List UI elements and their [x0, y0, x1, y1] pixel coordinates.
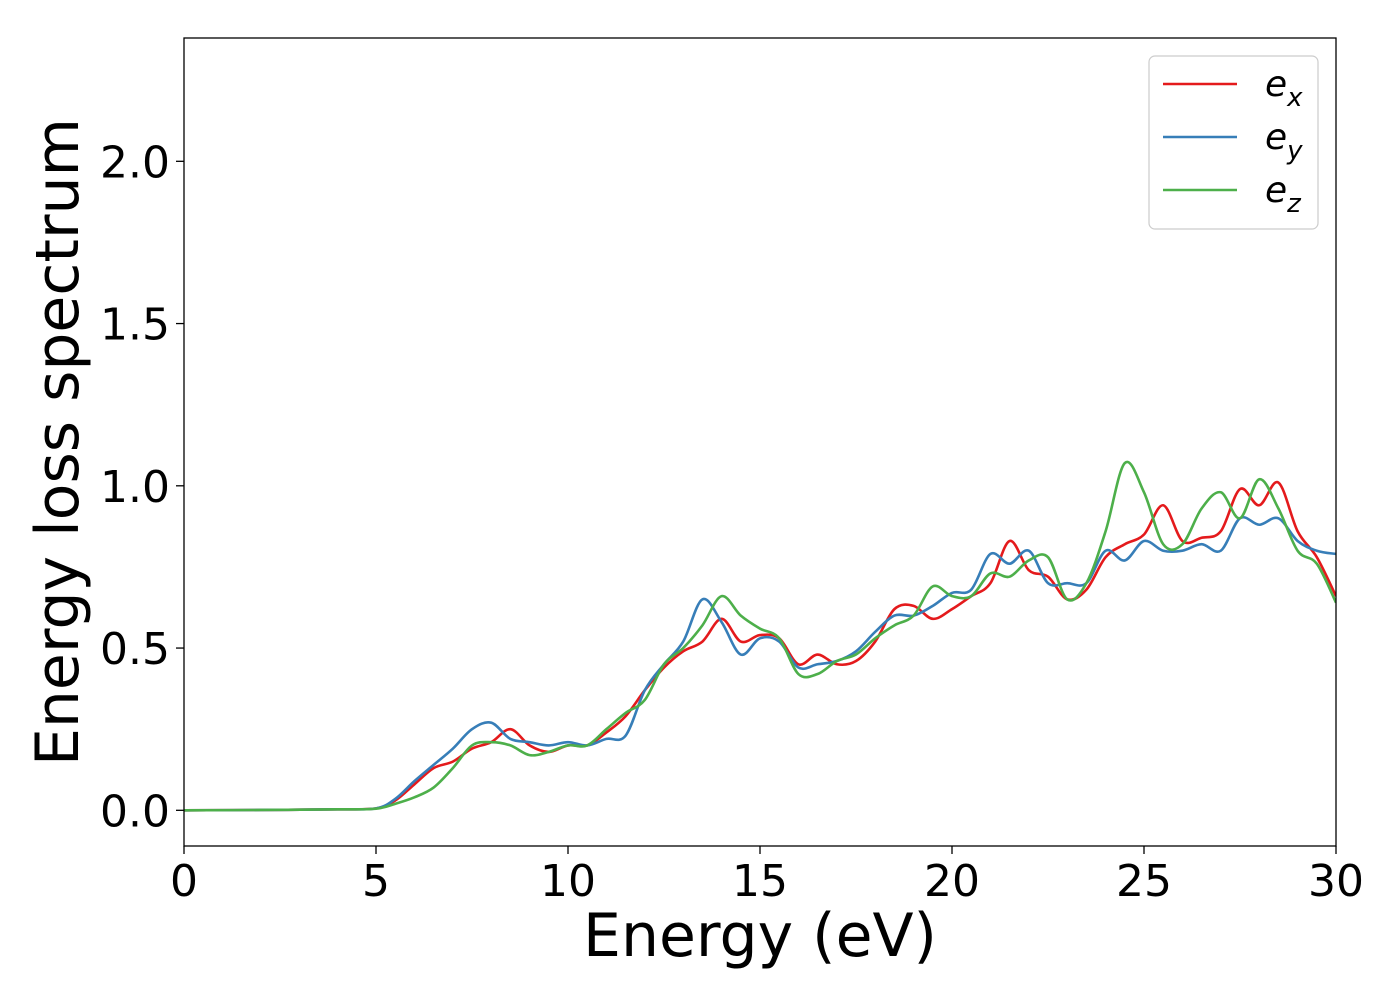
legend-label-ez: ez	[1265, 170, 1302, 219]
y-tick-label: 1.0	[100, 462, 170, 513]
x-tick-label: 20	[924, 856, 980, 907]
x-axis-title: Energy (eV)	[583, 901, 937, 971]
series-line-ex	[184, 480, 1336, 812]
legend-label-subscript: z	[1286, 189, 1302, 219]
series-line-ez	[184, 460, 1336, 812]
y-tick-label: 0.5	[100, 624, 170, 675]
x-tick-label: 5	[362, 856, 390, 907]
y-axis-ticks: 0.0 0.5 1.0 1.5 2.0	[100, 137, 184, 837]
legend-label-subscript: x	[1286, 83, 1303, 113]
y-tick-label: 1.5	[100, 300, 170, 351]
x-axis-ticks: 0 5 10 15 20 25 30	[170, 846, 1364, 907]
x-tick-label: 10	[540, 856, 596, 907]
legend-box	[1148, 55, 1319, 230]
x-tick-label: 25	[1116, 856, 1172, 907]
x-tick-label: 30	[1308, 856, 1364, 907]
legend-label-subscript: y	[1286, 136, 1303, 166]
plot-layer	[184, 460, 1336, 812]
y-tick-label: 0.0	[100, 786, 170, 837]
y-tick-label: 2.0	[100, 137, 170, 188]
y-axis-title: Energy loss spectrum	[23, 118, 93, 766]
x-tick-label: 15	[732, 856, 788, 907]
series-line-ey	[184, 515, 1336, 812]
x-tick-label: 0	[170, 856, 198, 907]
